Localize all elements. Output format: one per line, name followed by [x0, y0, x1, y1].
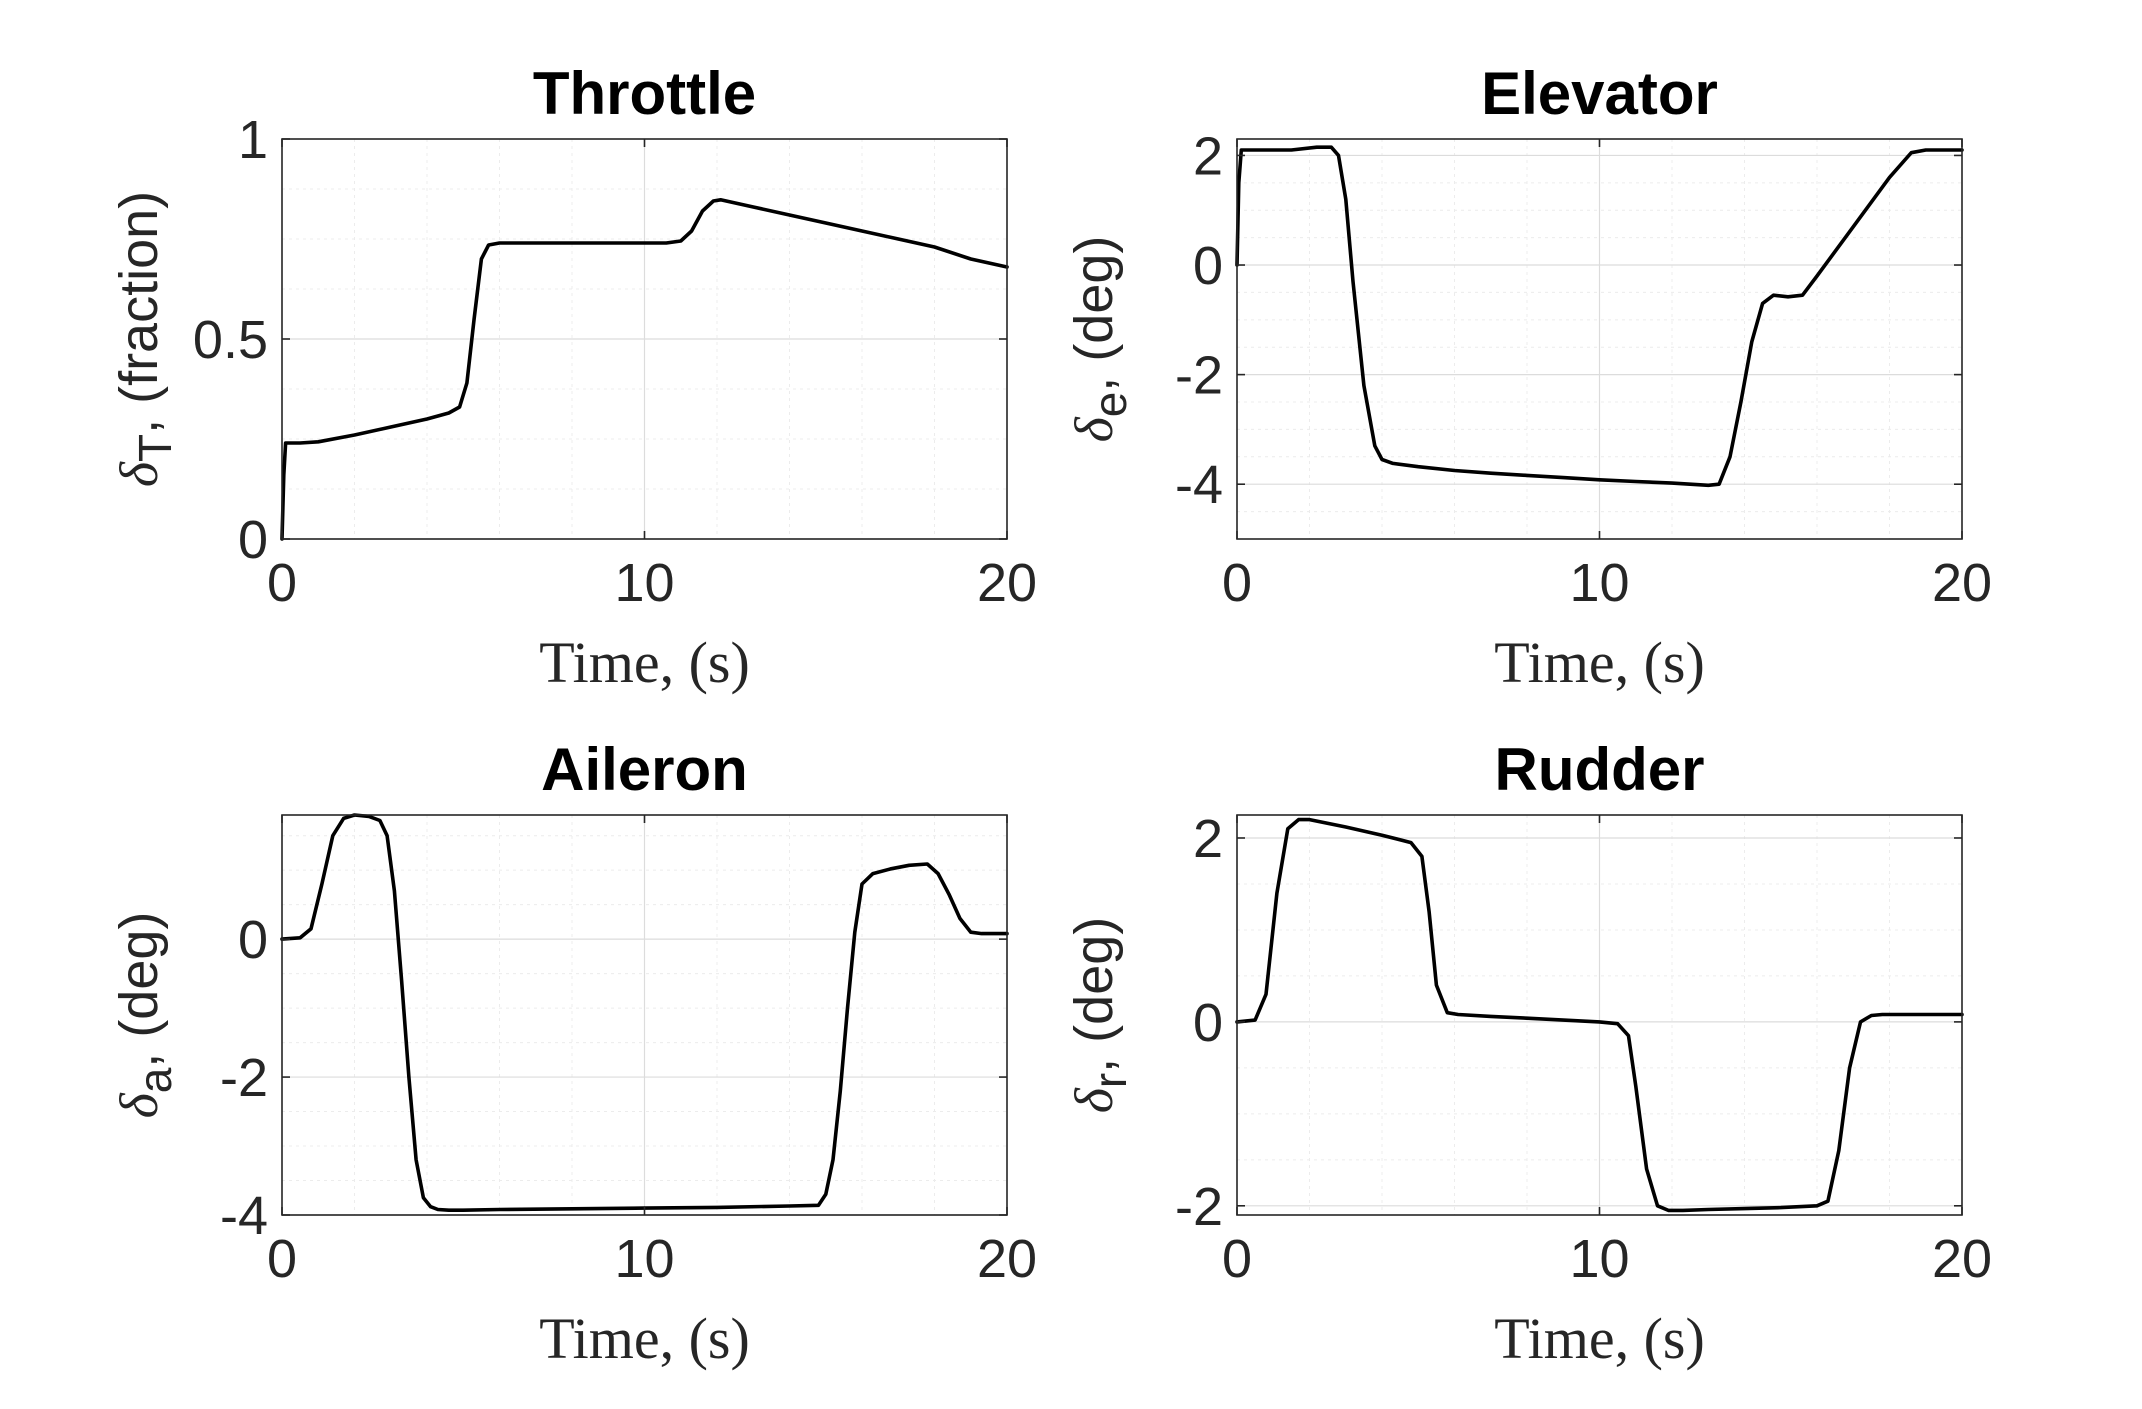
rudder-y-tick-label: 2: [1193, 809, 1223, 869]
throttle-x-tick-label: 10: [614, 553, 674, 613]
throttle-y-axis-unit: , (fraction): [109, 191, 169, 434]
rudder-y-axis-symbol: δ: [1064, 1087, 1124, 1113]
aileron-x-tick-label: 0: [267, 1229, 297, 1289]
aileron-y-axis-unit: , (deg): [109, 912, 169, 1068]
elevator-y-axis-symbol: δ: [1064, 416, 1124, 442]
throttle-x-tick-label: 20: [977, 553, 1037, 613]
rudder-series-line: [1235, 817, 1964, 1213]
elevator-y-tick-label: -4: [1175, 455, 1223, 515]
elevator-x-tick-label: 20: [1932, 553, 1992, 613]
elevator-x-tick-label: 0: [1222, 553, 1252, 613]
throttle-subplot: 0 10 20 0 0.5 1 Throttle Time, (s) δT, (fraction…: [109, 60, 1037, 695]
elevator-series-line: [1235, 145, 1964, 488]
aileron-x-tick-label: 10: [614, 1229, 674, 1289]
aileron-y-axis-symbol: δ: [109, 1092, 169, 1118]
throttle-series-line: [280, 198, 1009, 541]
throttle-y-axis-symbol: δ: [109, 461, 169, 487]
throttle-x-axis-label: Time, (s): [539, 630, 750, 695]
rudder-y-axis-subscript: r: [1084, 1073, 1136, 1088]
rudder-title: Rudder: [1495, 736, 1705, 803]
rudder-x-tick-label: 20: [1932, 1229, 1992, 1289]
aileron-x-tick-label: 20: [977, 1229, 1037, 1289]
rudder-y-axis-label: δr, (deg): [1064, 917, 1136, 1114]
elevator-y-axis-subscript: e: [1084, 392, 1136, 418]
elevator-y-tick-label: 2: [1193, 126, 1223, 186]
throttle-title: Throttle: [533, 60, 756, 127]
throttle-y-axis-label: δT, (fraction): [109, 191, 181, 487]
rudder-y-tick-label: 0: [1193, 993, 1223, 1053]
elevator-x-tick-label: 10: [1569, 553, 1629, 613]
rudder-x-axis-label: Time, (s): [1494, 1306, 1705, 1371]
throttle-x-tick-label: 0: [267, 553, 297, 613]
aileron-y-tick-label: -2: [220, 1048, 268, 1108]
aileron-subplot: 0 10 20 -4 -2 0 Aileron Time, (s) δa, (deg): [109, 736, 1037, 1371]
elevator-y-tick-label: 0: [1193, 236, 1223, 296]
aileron-y-axis-subscript: a: [129, 1067, 181, 1093]
elevator-title: Elevator: [1481, 60, 1718, 127]
throttle-y-tick-label: 0: [238, 510, 268, 570]
rudder-x-tick-label: 0: [1222, 1229, 1252, 1289]
elevator-y-tick-label: -2: [1175, 346, 1223, 406]
elevator-subplot: 0 10 20 -4 -2 0 2 Elevator Time, (s) δe, (deg): [1064, 60, 1992, 695]
aileron-series-line: [280, 813, 1009, 1212]
rudder-x-tick-label: 10: [1569, 1229, 1629, 1289]
aileron-x-axis-label: Time, (s): [539, 1306, 750, 1371]
throttle-y-axis-subscript: T: [129, 434, 181, 462]
rudder-y-tick-label: -2: [1175, 1177, 1223, 1237]
aileron-y-axis-label: δa, (deg): [109, 912, 181, 1119]
aileron-title: Aileron: [541, 736, 748, 803]
elevator-y-axis-unit: , (deg): [1064, 236, 1124, 392]
elevator-x-axis-label: Time, (s): [1494, 630, 1705, 695]
elevator-y-axis-label: δe, (deg): [1064, 236, 1136, 443]
aileron-y-tick-label: 0: [238, 910, 268, 970]
rudder-y-axis-unit: , (deg): [1064, 917, 1124, 1073]
throttle-y-tick-label: 1: [238, 110, 268, 170]
throttle-y-tick-label: 0.5: [193, 310, 268, 370]
aileron-y-tick-label: -4: [220, 1186, 268, 1246]
